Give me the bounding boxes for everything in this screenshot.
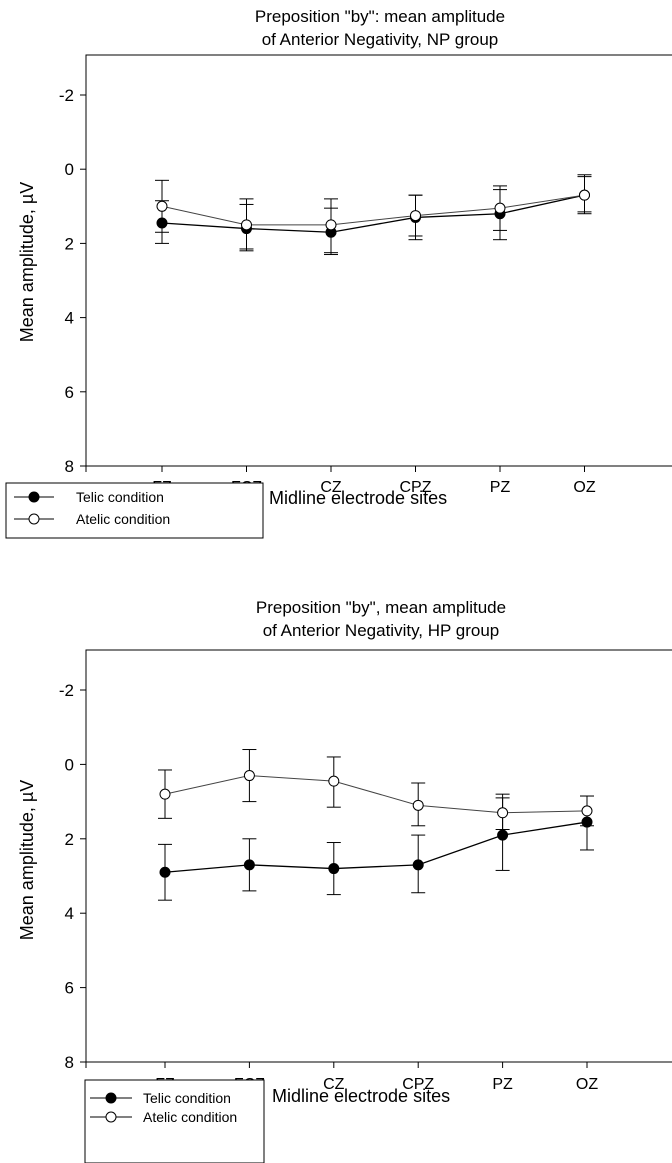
chart-marks <box>158 749 594 901</box>
data-point <box>156 200 168 212</box>
data-point <box>412 859 424 871</box>
y-tick-label: -2 <box>59 86 74 105</box>
y-tick-label: 2 <box>65 830 74 849</box>
x-axis-label: Midline electrode sites <box>269 488 447 508</box>
chart-title: Preposition "by": mean amplitude <box>255 7 505 26</box>
series-line <box>164 821 588 873</box>
y-tick-label: -2 <box>59 681 74 700</box>
y-tick-label: 8 <box>65 1053 74 1072</box>
legend-label-atelic: Atelic condition <box>76 511 170 527</box>
data-point <box>328 775 340 787</box>
chart-subtitle: of Anterior Negativity, HP group <box>263 621 500 640</box>
y-tick-label: 8 <box>65 457 74 476</box>
x-axis-label: Midline electrode sites <box>272 1086 450 1106</box>
legend-marker-telic <box>28 491 40 503</box>
series-line <box>161 194 585 233</box>
data-point <box>328 863 340 875</box>
data-point <box>243 859 255 871</box>
x-tick-label: CPZ <box>402 1076 434 1093</box>
data-point <box>243 770 255 782</box>
y-tick-label: 2 <box>65 234 74 253</box>
x-tick-label: PZ <box>492 1076 513 1093</box>
x-tick-label: CPZ <box>400 479 432 496</box>
x-tick-label: OZ <box>576 1076 598 1093</box>
data-point <box>412 799 424 811</box>
y-tick-label: 0 <box>65 160 74 179</box>
legend: Telic condition Atelic condition <box>5 482 264 539</box>
legend-box <box>84 1079 265 1163</box>
series-line <box>164 775 588 814</box>
legend-marker-atelic <box>105 1111 117 1123</box>
series-line <box>161 194 585 226</box>
x-tick-label: CZ <box>320 479 342 496</box>
legend-label-atelic: Atelic condition <box>143 1109 237 1125</box>
y-tick-label: 6 <box>65 979 74 998</box>
y-tick-label: 6 <box>65 383 74 402</box>
plot-frame <box>85 649 672 1063</box>
y-tick-label: 0 <box>65 755 74 774</box>
data-point <box>159 788 171 800</box>
legend-label-telic: Telic condition <box>143 1090 231 1106</box>
chart-title: Preposition "by", mean amplitude <box>256 598 506 617</box>
y-tick-label: 4 <box>65 309 74 328</box>
chart-subtitle: of Anterior Negativity, NP group <box>262 30 499 49</box>
axis-ticks: -202468FZFCZCZCPZPZOZ <box>59 681 598 1093</box>
data-point <box>497 829 509 841</box>
chart-marks <box>155 174 592 256</box>
data-point <box>497 807 509 819</box>
x-tick-label: CZ <box>323 1076 345 1093</box>
data-point <box>581 805 593 817</box>
legend-marker-atelic <box>28 513 40 525</box>
chart-np-group: Preposition "by": mean amplitude of Ante… <box>5 7 672 539</box>
data-point <box>325 219 337 231</box>
axis-ticks: -202468FZFCZCZCPZPZOZ <box>59 86 596 496</box>
y-axis-label: Mean amplitude, µV <box>17 182 37 342</box>
data-point <box>159 866 171 878</box>
legend-box <box>5 482 264 539</box>
y-tick-label: 4 <box>65 904 74 923</box>
legend: Telic condition Atelic condition <box>84 1079 265 1163</box>
data-point <box>579 189 590 201</box>
data-point <box>410 210 421 222</box>
data-point <box>494 202 506 214</box>
plot-frame <box>85 54 672 467</box>
series-atelic <box>158 749 594 830</box>
legend-label-telic: Telic condition <box>76 489 164 505</box>
series-telic <box>155 176 592 256</box>
x-tick-label: PZ <box>490 479 511 496</box>
series-atelic <box>155 174 592 254</box>
y-axis-label: Mean amplitude, µV <box>17 780 37 940</box>
data-point <box>241 219 252 231</box>
x-tick-label: OZ <box>573 479 595 496</box>
chart-hp-group: Preposition "by", mean amplitude of Ante… <box>17 598 672 1163</box>
legend-marker-telic <box>105 1092 117 1104</box>
series-telic <box>158 795 594 901</box>
